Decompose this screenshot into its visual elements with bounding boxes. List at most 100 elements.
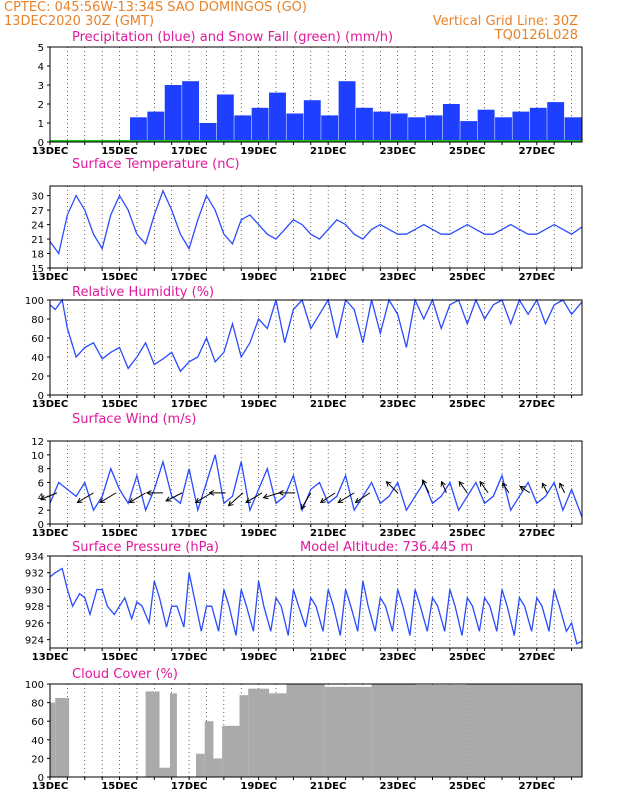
cloud-bar — [286, 684, 325, 777]
y-tick-label: 5 — [38, 43, 44, 54]
x-tick-label: 25DEC — [449, 652, 485, 663]
y-tick-label: 6 — [38, 479, 44, 490]
precip-bar — [321, 115, 339, 142]
x-tick-label: 23DEC — [380, 781, 416, 792]
x-tick-label: 17DEC — [171, 781, 207, 792]
wind-arrowhead — [128, 497, 135, 504]
x-tick-label: 15DEC — [101, 781, 137, 792]
y-tick-label: 80 — [31, 315, 44, 326]
wind-arrowhead — [262, 493, 269, 500]
precip-bar — [129, 117, 147, 142]
precip-bar — [512, 111, 530, 142]
wind-arrow — [458, 481, 468, 494]
wind-arrowhead — [479, 480, 485, 487]
cloud-bar — [269, 693, 287, 777]
x-tick-label: 13DEC — [32, 781, 68, 792]
x-tick-label: 25DEC — [449, 146, 485, 157]
header-station: CPTEC: 045:56W-13:34S SAO DOMINGOS (GO) — [4, 0, 307, 15]
x-tick-label: 23DEC — [380, 652, 416, 663]
y-tick-label: 80 — [31, 699, 44, 710]
wind-arrow — [77, 492, 94, 503]
wind-arrow — [228, 492, 244, 507]
wind-arrowhead — [519, 485, 526, 492]
wind-arrowhead — [245, 497, 252, 504]
x-tick-label: 15DEC — [101, 652, 137, 663]
cloud-bar — [222, 725, 240, 777]
x-tick-label: 13DEC — [32, 652, 68, 663]
wind-arrowhead — [319, 497, 326, 504]
precip-bar — [251, 107, 269, 142]
panel-title: Relative Humidity (%) — [72, 285, 214, 300]
x-tick-label: 23DEC — [380, 272, 416, 283]
y-tick-label: 100 — [25, 680, 44, 691]
x-tick-label: 13DEC — [32, 146, 68, 157]
wind-arrow — [559, 483, 566, 494]
x-tick-label: 27DEC — [519, 146, 555, 157]
panel-wind: Surface Wind (m/s) 0 2 4 6 8 10 12 13DEC 15DEC 17D… — [31, 412, 583, 539]
precip-bar — [199, 123, 217, 142]
x-tick-label: 27DEC — [519, 652, 555, 663]
y-tick-label: 924 — [25, 636, 44, 647]
precip-bar — [564, 117, 582, 142]
x-tick-label: 21DEC — [310, 781, 346, 792]
wind-arrow — [320, 492, 336, 503]
panels: Precipitation (blue) and Snow Fall (gree… — [25, 30, 583, 792]
x-tick-label: 19DEC — [240, 399, 276, 410]
x-tick-label: 27DEC — [519, 781, 555, 792]
panel-title: Precipitation (blue) and Snow Fall (gree… — [72, 30, 393, 45]
cloud-bar — [415, 684, 468, 777]
wind-arrowhead — [421, 479, 427, 486]
precip-bar — [355, 107, 373, 142]
x-tick-label: 25DEC — [449, 399, 485, 410]
wind-series-line — [49, 454, 583, 518]
wind-arrow — [129, 492, 146, 503]
wind-arrow — [502, 482, 510, 494]
wind-arrowhead — [76, 497, 83, 504]
x-tick-label: 25DEC — [449, 528, 485, 539]
panel-title: Surface Temperature (nC) — [72, 157, 240, 172]
rh-series-line — [49, 297, 583, 373]
y-tick-label: 40 — [31, 736, 44, 747]
y-tick-label: 1 — [38, 119, 44, 130]
y-tick-label: 24 — [31, 221, 44, 232]
precip-bar — [286, 113, 304, 142]
precip-bar — [373, 111, 391, 142]
wind-arrow — [337, 492, 355, 503]
y-tick-label: 8 — [38, 465, 44, 476]
panel-title: Cloud Cover (%) — [72, 667, 178, 682]
wind-arrowhead — [145, 490, 152, 496]
panel-rh: Relative Humidity (%) 0 20 40 60 80 100 13DEC 15… — [25, 285, 583, 410]
panel-precip: Precipitation (blue) and Snow Fall (gree… — [32, 30, 583, 157]
wind-arrowhead — [559, 482, 565, 489]
cloud-bar — [371, 684, 416, 777]
wind-arrowhead — [208, 490, 215, 496]
cloud-bar — [55, 697, 70, 777]
x-tick-label: 25DEC — [449, 781, 485, 792]
wind-arrowhead — [541, 482, 547, 489]
wind-arrowhead — [440, 480, 446, 487]
wind-arrow — [99, 492, 117, 503]
x-tick-label: 17DEC — [171, 146, 207, 157]
precip-bar — [234, 115, 252, 142]
wind-arrowhead — [165, 496, 172, 502]
panel-note: Model Altitude: 736.445 m — [300, 540, 473, 555]
panel-cloud: Cloud Cover (%) 0 20 40 60 80 100 13DEC 15DEC 17D… — [25, 667, 583, 792]
x-tick-label: 13DEC — [32, 528, 68, 539]
x-tick-label: 23DEC — [380, 528, 416, 539]
y-tick-label: 0 — [38, 138, 44, 149]
x-tick-label: 27DEC — [519, 528, 555, 539]
y-tick-label: 10 — [31, 451, 44, 462]
cloud-bar — [196, 753, 205, 777]
precip-bar — [529, 107, 547, 142]
precip-bar — [164, 85, 182, 142]
cloud-bar — [239, 695, 249, 777]
y-tick-label: 2 — [38, 100, 44, 111]
precip-bar — [147, 111, 165, 142]
wind-arrow — [245, 492, 263, 503]
pres-series-line — [49, 567, 583, 645]
precip-bar — [477, 109, 495, 142]
wind-arrow — [541, 483, 548, 494]
x-tick-label: 15DEC — [101, 528, 137, 539]
y-tick-label: 934 — [25, 552, 44, 563]
